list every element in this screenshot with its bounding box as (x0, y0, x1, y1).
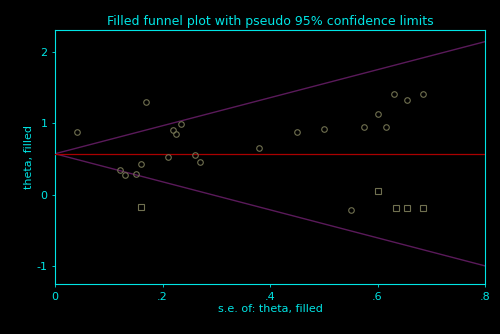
Y-axis label: theta, filled: theta, filled (24, 125, 34, 189)
X-axis label: s.e. of: theta, filled: s.e. of: theta, filled (218, 304, 322, 314)
Title: Filled funnel plot with pseudo 95% confidence limits: Filled funnel plot with pseudo 95% confi… (106, 14, 434, 27)
